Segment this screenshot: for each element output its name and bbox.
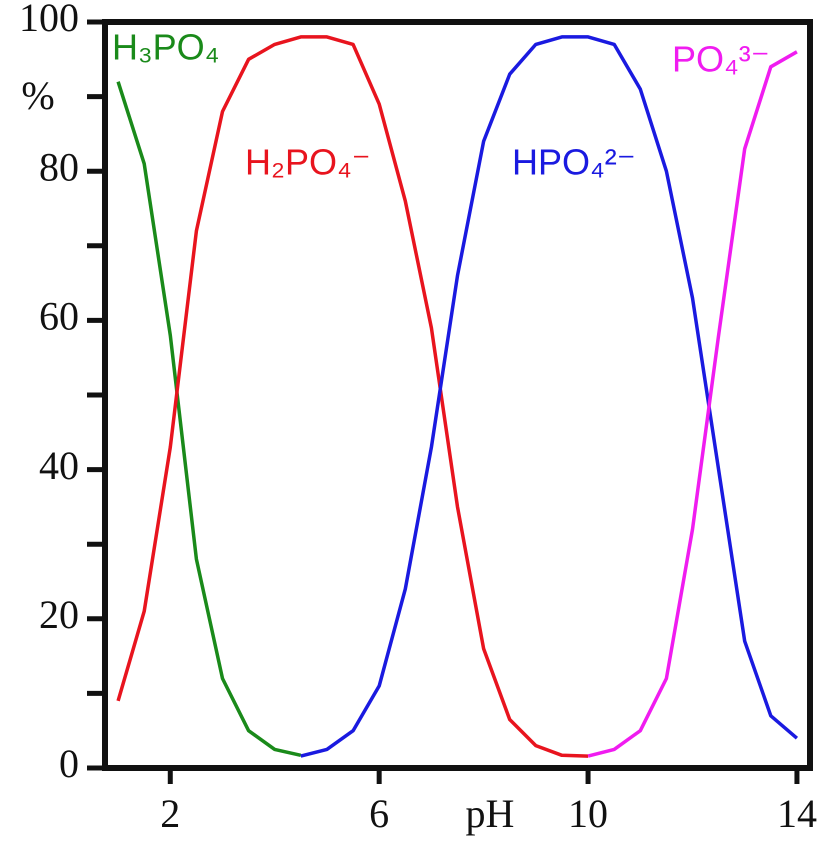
x-axis-label: pH: [466, 791, 515, 836]
species-label: PO₄³⁻: [672, 39, 770, 80]
species-label: H₂PO₄⁻: [245, 142, 371, 183]
x-tick-label: 10: [568, 791, 608, 836]
y-tick-label: 80: [39, 144, 79, 189]
x-tick-label: 14: [777, 791, 817, 836]
y-tick-label: 100: [19, 0, 79, 40]
y-tick-label: 40: [39, 443, 79, 488]
y-tick-label: 60: [39, 294, 79, 339]
species-label: H₃PO₄: [112, 27, 219, 68]
series-line: [300, 35, 799, 758]
series-line: [116, 35, 589, 758]
y-axis-label: %: [21, 73, 54, 118]
plot-frame: [102, 19, 813, 771]
x-tick-label: 6: [369, 791, 389, 836]
y-tick-label: 0: [59, 741, 79, 786]
series-line: [587, 50, 798, 758]
species-label: HPO₄²⁻: [512, 142, 636, 183]
y-tick-label: 20: [39, 592, 79, 637]
x-tick-label: 2: [160, 791, 180, 836]
series-line: [116, 81, 302, 758]
